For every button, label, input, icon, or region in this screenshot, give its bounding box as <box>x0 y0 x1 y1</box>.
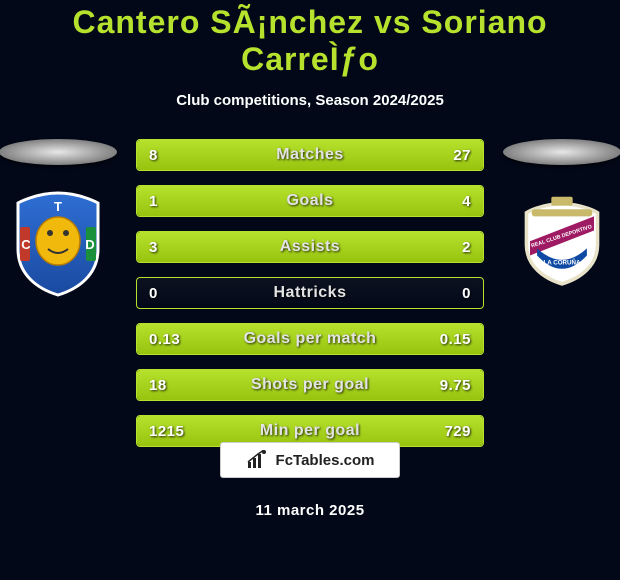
stat-row: 18Shots per goal9.75 <box>136 369 484 401</box>
stat-label: Matches <box>137 140 483 170</box>
deportivo-crest-icon: REAL CLUB DEPORTIVO LA CORUÑA <box>514 195 610 291</box>
svg-text:C: C <box>21 237 31 252</box>
stat-row: 1Goals4 <box>136 185 484 217</box>
stat-value-right: 2 <box>462 232 471 262</box>
stat-label: Shots per goal <box>137 370 483 400</box>
crest-shadow-left <box>0 139 117 165</box>
stat-value-right: 4 <box>462 186 471 216</box>
stat-value-right: 27 <box>453 140 471 170</box>
stat-row: 0.13Goals per match0.15 <box>136 323 484 355</box>
comparison-panel: C T D REAL CLUB DEPORTIVO LA CORUÑA 8Mat… <box>0 139 620 449</box>
source-logo: FcTables.com <box>220 442 400 478</box>
stat-value-right: 0 <box>462 278 471 308</box>
crest-shadow-right <box>503 139 620 165</box>
stats-column: 8Matches27 1Goals4 3Assists2 0Hattricks0 0.1… <box>136 139 484 461</box>
fctables-logo-icon <box>246 450 270 470</box>
stat-label: Assists <box>137 232 483 262</box>
source-logo-text: FcTables.com <box>276 452 375 469</box>
stat-label: Goals <box>137 186 483 216</box>
svg-text:D: D <box>85 237 94 252</box>
page-title: Cantero SÃ¡nchez vs Soriano CarreÌƒo <box>0 0 620 78</box>
svg-text:LA CORUÑA: LA CORUÑA <box>543 259 581 266</box>
left-club-crest: C T D <box>10 189 106 297</box>
stat-row: 8Matches27 <box>136 139 484 171</box>
right-club-crest: REAL CLUB DEPORTIVO LA CORUÑA <box>514 189 610 297</box>
stat-value-right: 9.75 <box>440 370 471 400</box>
page-subtitle: Club competitions, Season 2024/2025 <box>0 92 620 109</box>
svg-text:T: T <box>54 199 62 214</box>
left-player-crest-wrap: C T D <box>0 139 118 297</box>
stat-value-right: 729 <box>444 416 471 446</box>
stat-label: Hattricks <box>137 278 483 308</box>
tenerife-crest-icon: C T D <box>10 189 106 297</box>
stat-row: 0Hattricks0 <box>136 277 484 309</box>
stat-label: Goals per match <box>137 324 483 354</box>
comparison-date: 11 march 2025 <box>0 502 620 519</box>
stat-row: 3Assists2 <box>136 231 484 263</box>
right-player-crest-wrap: REAL CLUB DEPORTIVO LA CORUÑA <box>502 139 620 297</box>
stat-value-right: 0.15 <box>440 324 471 354</box>
